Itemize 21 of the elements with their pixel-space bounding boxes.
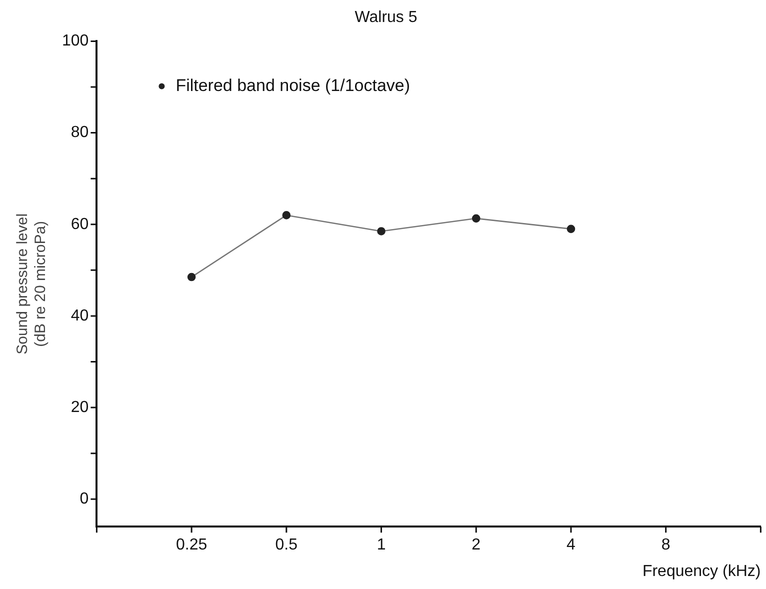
y-tick-label: 40 (70, 307, 89, 324)
y-tick-label: 20 (70, 398, 89, 416)
legend-label: Filtered band noise (1/1octave) (176, 76, 410, 95)
x-tick-label: 0.5 (275, 536, 298, 554)
x-tick-label: 4 (566, 536, 576, 554)
point (377, 227, 386, 236)
y-tick-label: 60 (70, 216, 89, 233)
y-tick-label: 80 (70, 124, 89, 142)
point (187, 272, 196, 282)
x-axis-title: Frequency (kHz) (642, 562, 761, 580)
point (566, 224, 576, 234)
y-tick-label: 100 (62, 32, 89, 50)
x-tick-label: 1 (376, 536, 386, 554)
y-axis-title: Sound pressure level (dB re 20 microPa) (14, 213, 50, 354)
x-tick-label: 0.25 (176, 536, 208, 554)
y-tick-label: 0 (80, 490, 89, 508)
point (472, 214, 480, 223)
x-tick-label: 2 (472, 536, 481, 554)
point (282, 211, 291, 220)
chart-title: Walrus 5 (354, 9, 418, 26)
x-tick-label: 8 (661, 536, 670, 554)
